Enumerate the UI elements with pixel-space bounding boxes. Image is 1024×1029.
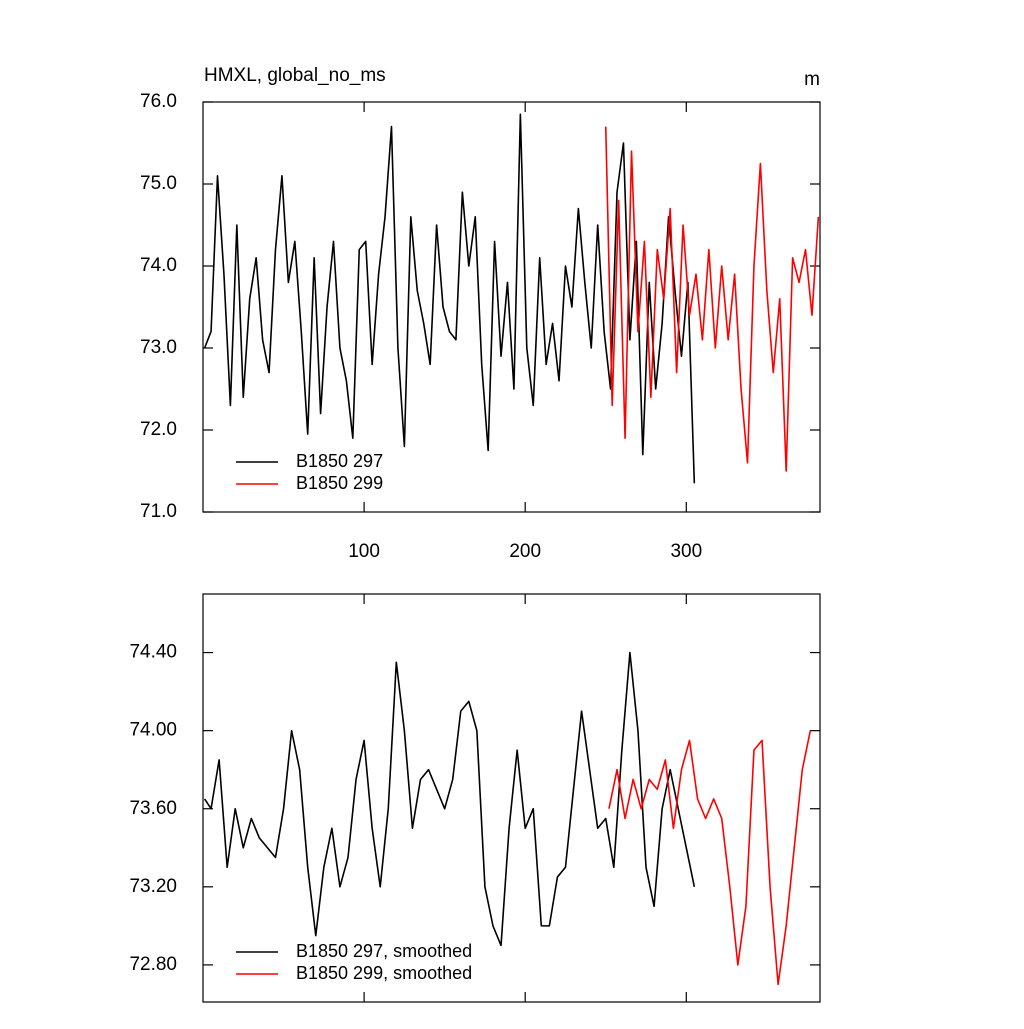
y-tick-label: 74.0 — [140, 255, 177, 276]
legend-label: B1850 299 — [296, 473, 383, 493]
legend-label: B1850 297 — [296, 451, 383, 471]
x-tick-label: 300 — [670, 541, 702, 562]
y-tick-label: 71.0 — [140, 501, 177, 522]
y-tick-label: 74.40 — [129, 642, 177, 663]
legend-label: B1850 297, smoothed — [296, 941, 472, 961]
y-tick-label: 73.0 — [140, 337, 177, 358]
y-tick-label: 72.80 — [129, 954, 177, 975]
x-tick-label: 200 — [509, 541, 541, 562]
series-line — [203, 113, 696, 484]
y-tick-label: 76.0 — [140, 91, 177, 112]
series-line — [203, 651, 696, 947]
series-line — [608, 730, 812, 986]
y-tick-label: 73.20 — [129, 876, 177, 897]
y-tick-label: 73.60 — [129, 798, 177, 819]
plot-frame — [202, 593, 821, 1003]
chart-title: HMXL, global_no_ms — [204, 65, 386, 86]
unit-label: m — [804, 69, 820, 90]
y-tick-label: 74.00 — [129, 720, 177, 741]
y-tick-label: 75.0 — [140, 173, 177, 194]
series-line — [604, 126, 820, 472]
plot-frame — [202, 101, 821, 513]
x-tick-label: 100 — [348, 541, 380, 562]
y-tick-label: 72.0 — [140, 419, 177, 440]
legend-label: B1850 299, smoothed — [296, 963, 472, 983]
